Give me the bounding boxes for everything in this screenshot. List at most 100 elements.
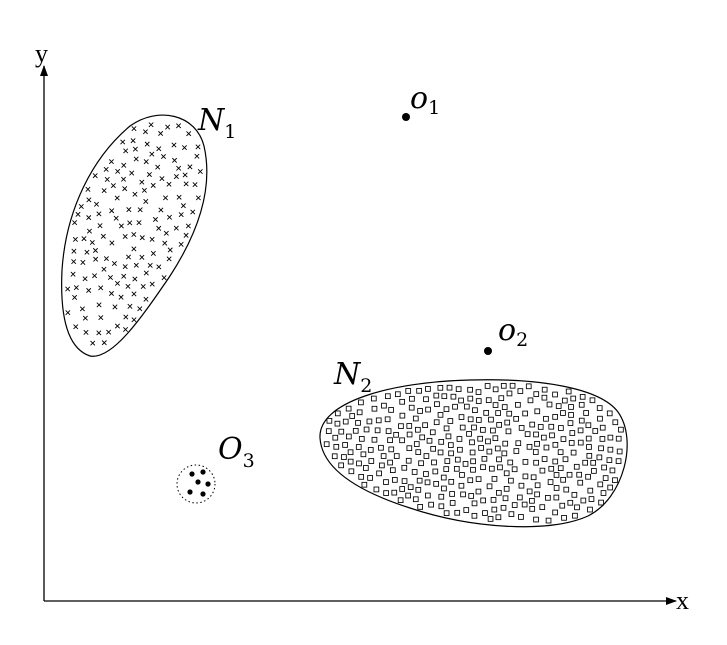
n2-square-marker bbox=[577, 479, 584, 486]
n2-square-marker bbox=[615, 458, 622, 464]
n2-square-marker bbox=[585, 435, 592, 442]
n1-cross-marker bbox=[166, 181, 172, 187]
n2-square-marker bbox=[501, 404, 508, 410]
n2-square-marker bbox=[599, 424, 606, 431]
n2-square-marker bbox=[333, 443, 340, 450]
n2-square-marker bbox=[612, 419, 619, 426]
n2-square-marker bbox=[342, 418, 349, 425]
n1-cross-marker bbox=[131, 291, 137, 297]
n2-square-marker bbox=[454, 456, 461, 463]
n1-cross-marker bbox=[100, 233, 106, 239]
n1-cross-marker bbox=[121, 176, 127, 182]
n1-cross-marker bbox=[183, 232, 189, 238]
n2-square-marker bbox=[483, 410, 490, 416]
n2-square-marker bbox=[539, 504, 546, 510]
n1-cross-marker bbox=[150, 182, 156, 188]
n1-cross-marker bbox=[71, 259, 77, 265]
n1-cross-marker bbox=[147, 262, 153, 268]
n2-square-marker bbox=[485, 397, 492, 403]
n2-square-marker bbox=[526, 444, 533, 450]
n2-square-marker bbox=[383, 490, 389, 496]
n1-cross-marker bbox=[156, 225, 162, 231]
n2-square-marker bbox=[433, 392, 440, 399]
n2-square-marker bbox=[428, 501, 434, 508]
n2-square-marker bbox=[406, 445, 413, 452]
n2-square-marker bbox=[448, 442, 454, 448]
n2-square-marker bbox=[426, 437, 433, 444]
n2-square-marker bbox=[588, 496, 595, 502]
n2-square-marker bbox=[387, 459, 393, 466]
n2-square-marker bbox=[419, 434, 426, 441]
n1-cross-marker bbox=[108, 290, 115, 296]
n1-cross-marker bbox=[122, 234, 128, 240]
n2-square-marker bbox=[490, 497, 497, 503]
n2-square-marker bbox=[488, 416, 494, 423]
n2-square-marker bbox=[431, 459, 437, 466]
n2-square-marker bbox=[511, 466, 518, 473]
n2-square-marker bbox=[526, 488, 533, 495]
n1-cross-marker bbox=[176, 165, 182, 171]
n2-square-marker bbox=[395, 391, 401, 398]
n2-square-marker bbox=[586, 444, 592, 450]
n2-square-marker bbox=[437, 384, 444, 391]
n2-square-marker bbox=[478, 445, 484, 451]
label-n1: N1 bbox=[197, 103, 236, 143]
n2-square-marker bbox=[325, 428, 332, 434]
n2-square-marker bbox=[348, 468, 355, 475]
x-axis-label: x bbox=[676, 586, 689, 615]
n2-square-marker bbox=[552, 414, 558, 420]
n1-cross-marker bbox=[127, 220, 133, 226]
n2-square-marker bbox=[612, 477, 618, 484]
n2-square-marker bbox=[511, 502, 518, 508]
n1-cross-marker bbox=[109, 240, 115, 246]
n2-square-marker bbox=[587, 506, 593, 513]
n2-square-marker bbox=[443, 466, 450, 472]
n2-square-marker bbox=[361, 481, 368, 488]
n2-square-marker bbox=[425, 406, 431, 413]
n1-cross-marker bbox=[107, 274, 113, 280]
n2-square-marker bbox=[389, 467, 396, 473]
n2-square-marker bbox=[358, 399, 364, 406]
n2-square-marker bbox=[398, 423, 404, 429]
n1-cross-marker bbox=[101, 188, 107, 194]
n1-cross-marker bbox=[173, 225, 179, 231]
n2-square-marker bbox=[449, 491, 455, 497]
n2-square-marker bbox=[480, 497, 486, 504]
n1-cross-marker bbox=[125, 254, 132, 260]
n1-cross-marker bbox=[92, 173, 98, 179]
n2-square-marker bbox=[576, 471, 583, 478]
n2-square-marker bbox=[480, 464, 486, 471]
n2-square-marker bbox=[503, 470, 510, 477]
n2-square-marker bbox=[469, 439, 475, 446]
n2-square-marker bbox=[501, 450, 508, 457]
n1-cross-marker bbox=[110, 183, 116, 189]
n1-cross-marker bbox=[101, 266, 107, 272]
n2-square-marker bbox=[498, 395, 505, 401]
n1-cross-marker bbox=[149, 151, 155, 157]
n2-square-marker bbox=[412, 415, 419, 422]
n2-square-marker bbox=[458, 414, 465, 420]
n1-cross-marker bbox=[131, 317, 137, 323]
n2-square-marker bbox=[366, 418, 373, 425]
n2-square-marker bbox=[552, 441, 559, 448]
n2-square-marker bbox=[470, 458, 476, 465]
n2-square-marker bbox=[579, 393, 586, 400]
n2-square-marker bbox=[399, 398, 406, 405]
n1-cross-marker bbox=[96, 211, 102, 217]
n2-square-marker bbox=[496, 422, 502, 428]
n2-square-marker bbox=[448, 450, 454, 457]
n2-square-marker bbox=[472, 407, 478, 414]
n2-square-marker bbox=[443, 510, 450, 516]
n2-square-marker bbox=[399, 437, 405, 444]
n2-square-marker bbox=[500, 504, 507, 511]
n2-square-marker bbox=[507, 459, 514, 466]
n2-square-marker bbox=[529, 497, 535, 504]
n2-square-marker bbox=[375, 417, 382, 424]
n2-square-marker bbox=[497, 464, 503, 471]
n2-square-marker bbox=[405, 388, 412, 394]
n1-cross-marker bbox=[161, 275, 167, 281]
n2-square-marker bbox=[518, 425, 525, 431]
cluster-n2-boundary bbox=[319, 379, 628, 528]
n2-square-marker bbox=[401, 478, 408, 484]
